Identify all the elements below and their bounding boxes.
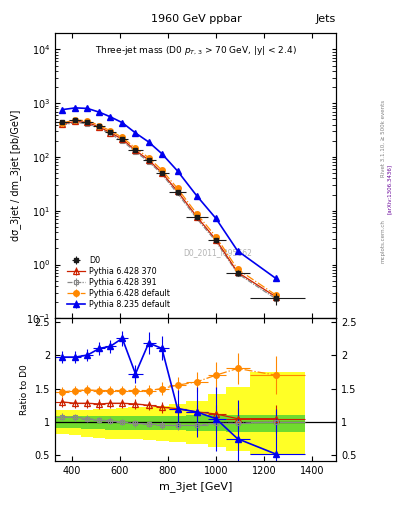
Text: mcplots.cern.ch: mcplots.cern.ch [381, 219, 386, 263]
Legend: D0, Pythia 6.428 370, Pythia 6.428 391, Pythia 6.428 default, Pythia 8.235 defau: D0, Pythia 6.428 370, Pythia 6.428 391, … [65, 253, 172, 311]
Text: D0_2011_I895662: D0_2011_I895662 [184, 249, 252, 258]
Text: Rivet 3.1.10, ≥ 500k events: Rivet 3.1.10, ≥ 500k events [381, 100, 386, 177]
Text: Three-jet mass (D0 $p_{T,3}$ > 70 GeV, |y| < 2.4): Three-jet mass (D0 $p_{T,3}$ > 70 GeV, |… [95, 45, 296, 57]
Text: Jets: Jets [316, 13, 336, 24]
Y-axis label: dσ_3jet / dm_3jet [pb/GeV]: dσ_3jet / dm_3jet [pb/GeV] [10, 110, 21, 242]
Text: [arXiv:1306.3436]: [arXiv:1306.3436] [387, 164, 392, 215]
Y-axis label: Ratio to D0: Ratio to D0 [20, 364, 29, 415]
X-axis label: m_3jet [GeV]: m_3jet [GeV] [159, 481, 232, 492]
Text: 1960 GeV ppbar: 1960 GeV ppbar [151, 13, 242, 24]
